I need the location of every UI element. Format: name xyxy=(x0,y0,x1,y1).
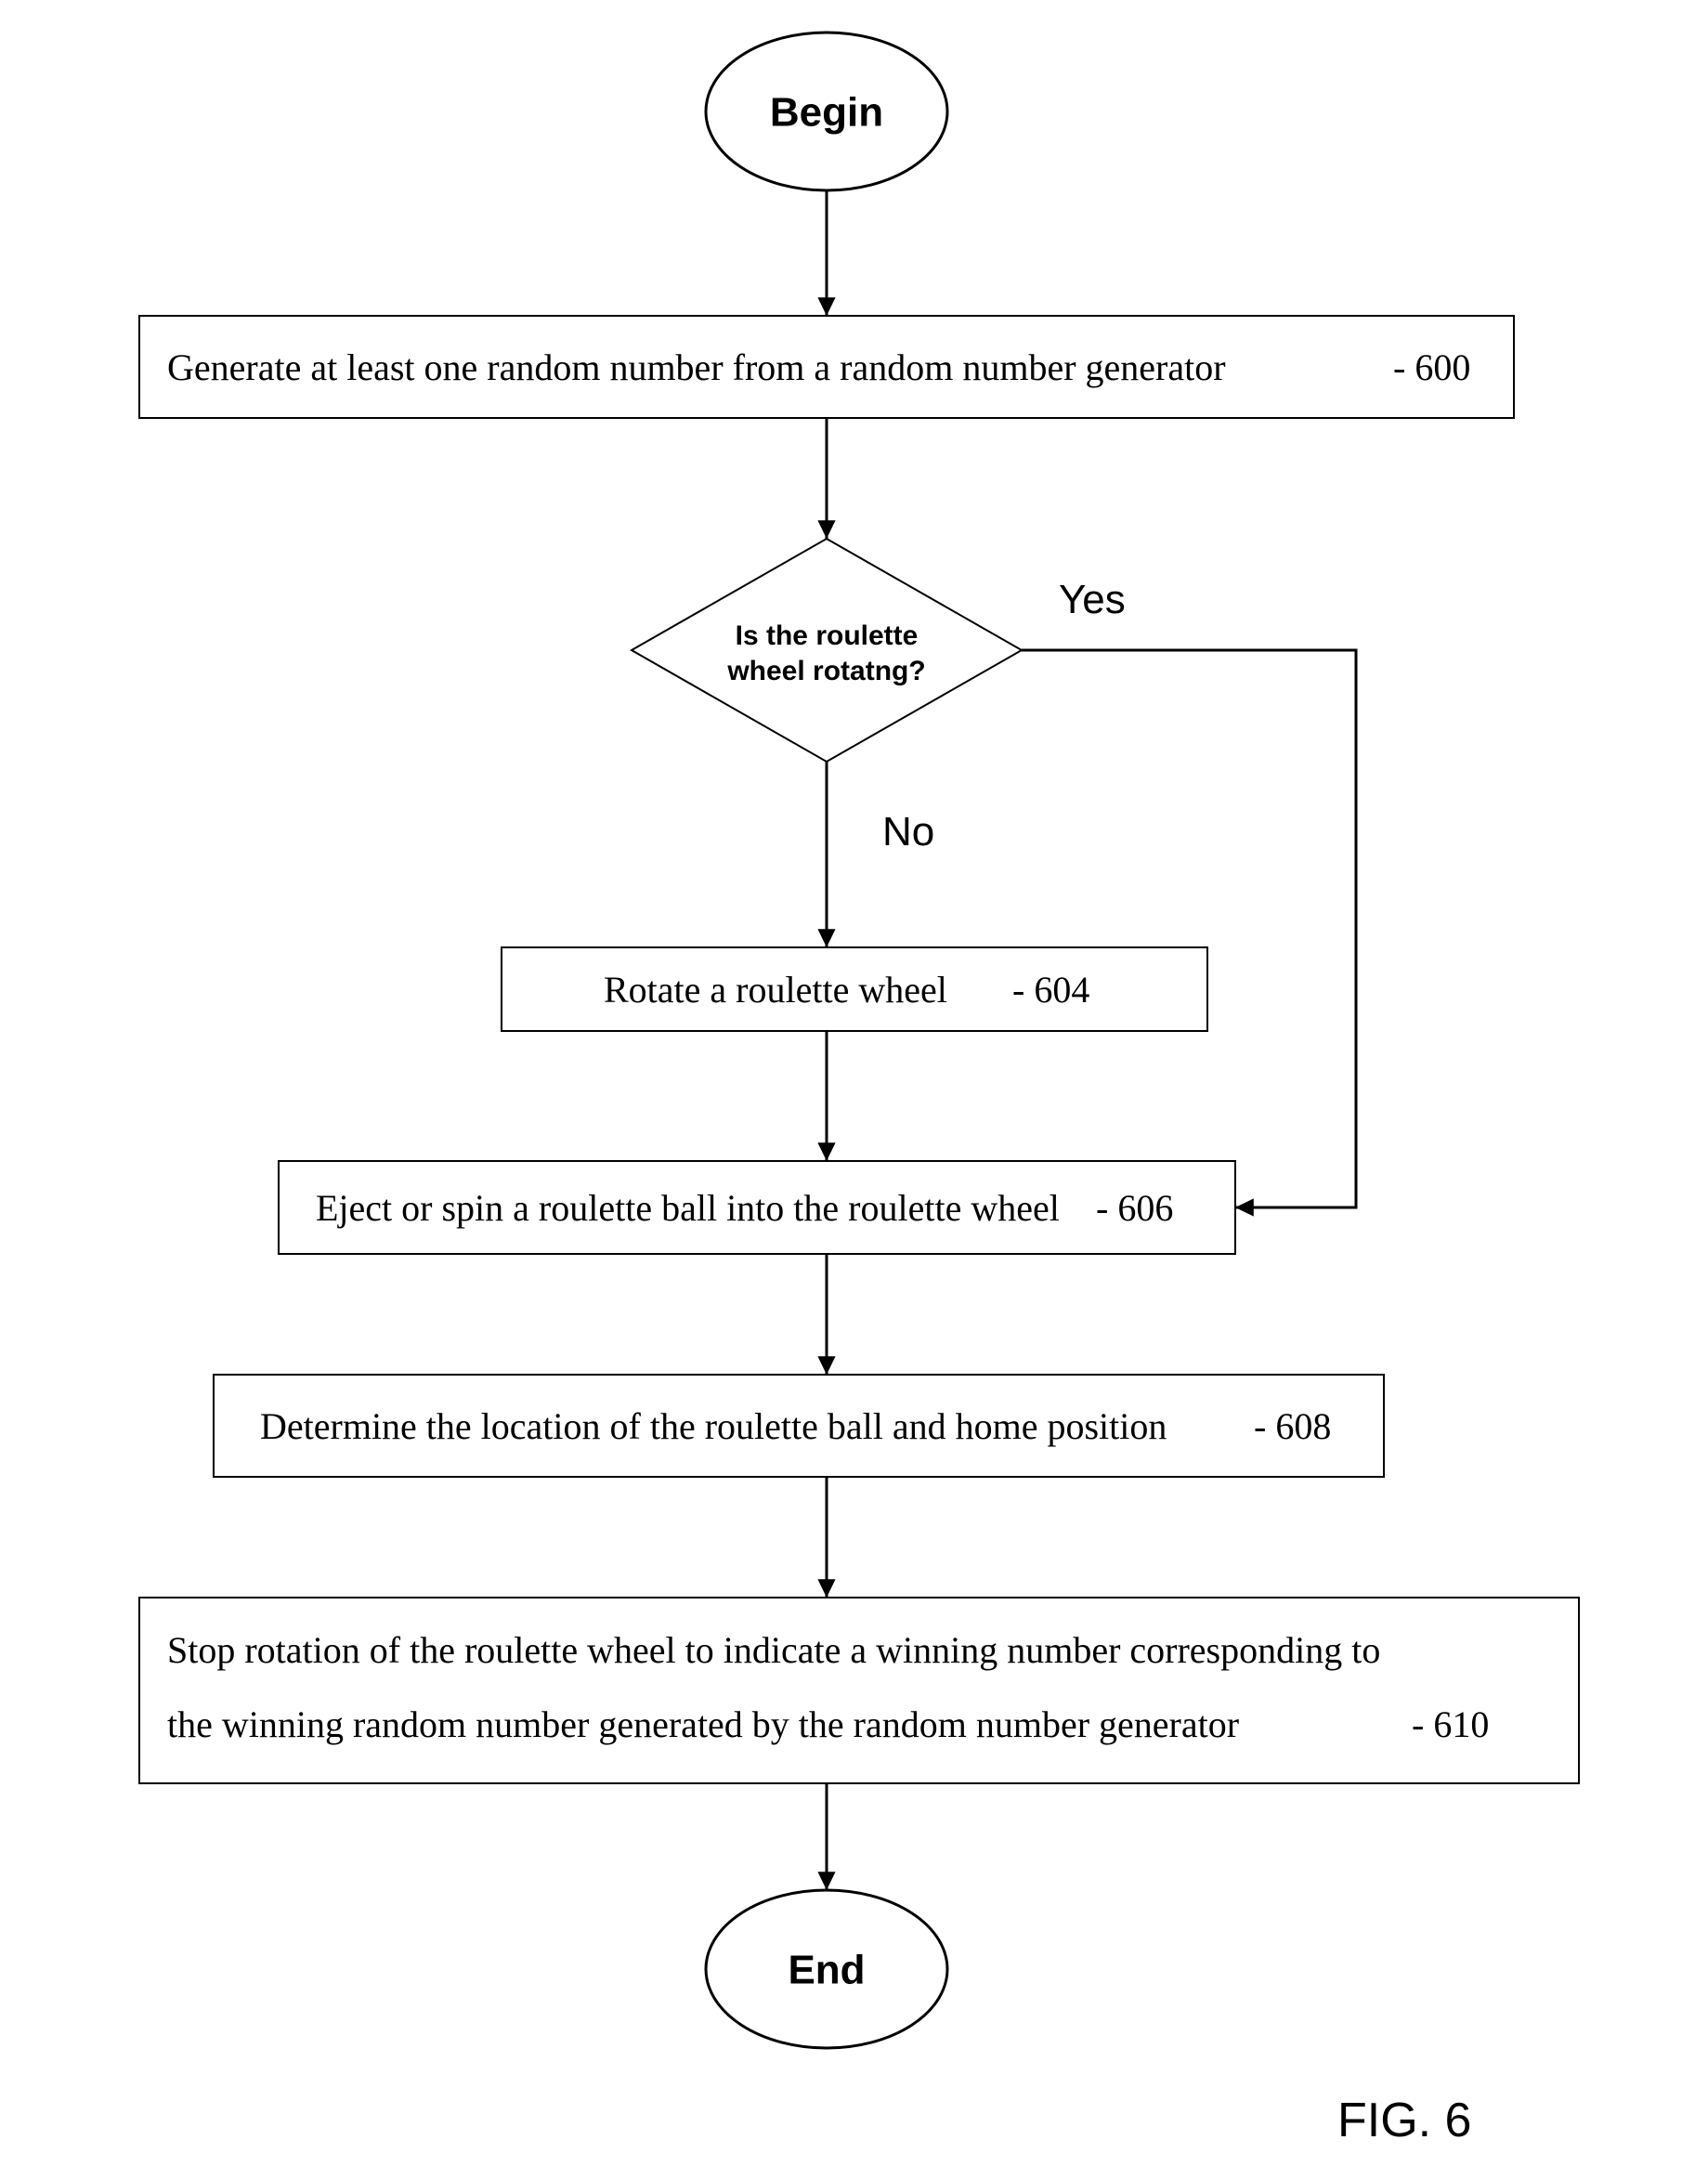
step-610 xyxy=(139,1598,1579,1783)
step-610-line2: the winning random number generated by t… xyxy=(167,1703,1239,1745)
step-604-text: Rotate a roulette wheel xyxy=(604,969,947,1011)
decision-no-label: No xyxy=(882,809,934,855)
step-608-ref: - 608 xyxy=(1254,1405,1331,1447)
step-600-ref: - 600 xyxy=(1393,346,1470,388)
decision-line1: Is the roulette xyxy=(736,620,919,651)
step-600-text: Generate at least one random number from… xyxy=(167,346,1226,388)
decision-yes-label: Yes xyxy=(1059,577,1126,622)
step-610-line1: Stop rotation of the roulette wheel to i… xyxy=(167,1629,1380,1671)
step-610-ref: - 610 xyxy=(1412,1703,1489,1745)
decision-line2: wheel rotatng? xyxy=(726,656,925,686)
end-label: End xyxy=(788,1947,865,1992)
step-604-ref: - 604 xyxy=(1012,969,1089,1011)
begin-label: Begin xyxy=(770,89,883,135)
step-606-ref: - 606 xyxy=(1096,1187,1173,1229)
figure-label: FIG. 6 xyxy=(1337,2094,1471,2147)
step-608-text: Determine the location of the roulette b… xyxy=(260,1405,1167,1447)
step-606-text: Eject or spin a roulette ball into the r… xyxy=(316,1187,1060,1229)
